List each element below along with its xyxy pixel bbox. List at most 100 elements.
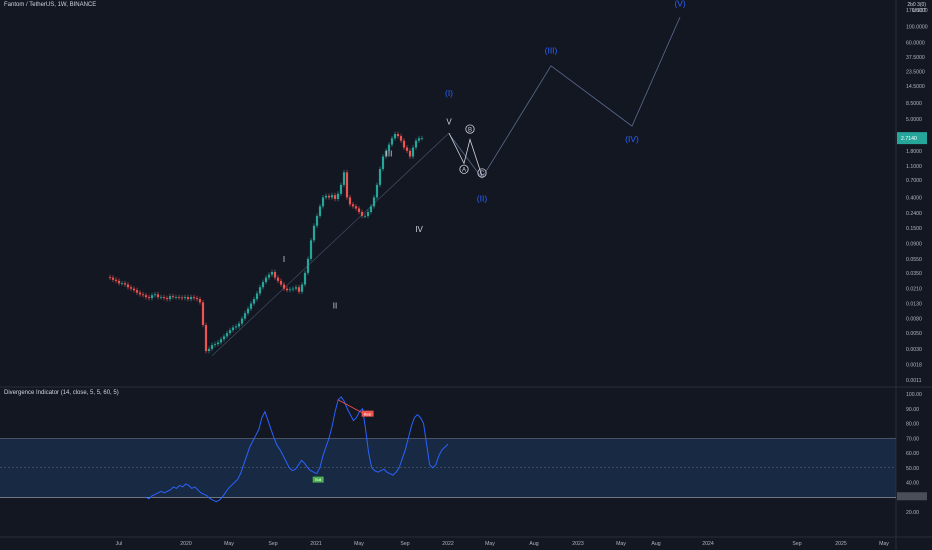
candle-body	[333, 195, 337, 200]
wave-label: II	[333, 302, 337, 311]
price-tick-label: 0.0080	[906, 317, 922, 323]
axis-unit-top: 2b0 3(0)	[907, 2, 926, 8]
candle-body	[210, 345, 214, 349]
indicator-tick-label: 90.00	[906, 407, 919, 413]
candle-body	[315, 215, 319, 226]
wave-label: (I)	[445, 88, 453, 98]
candle-body	[171, 296, 175, 298]
indicator-title: Divergence Indicator (14, close, 5, 5, 6…	[4, 390, 119, 396]
last-price-badge-text: 2.7140	[901, 136, 917, 142]
abc-correction-line	[448, 132, 483, 177]
candle-body	[270, 271, 274, 275]
candle-body	[141, 294, 145, 296]
candle-body	[246, 308, 250, 314]
indicator-tick-label: 50.00	[906, 466, 919, 472]
time-tick-label: May	[354, 541, 364, 547]
candle-body	[327, 195, 331, 198]
candle-body	[156, 294, 160, 298]
candle-body	[417, 138, 421, 141]
wave-label: (V)	[674, 0, 686, 9]
candle-body	[132, 288, 136, 291]
candle-body	[222, 336, 226, 340]
candle-body	[234, 326, 238, 328]
time-tick-label: May	[616, 541, 626, 547]
candle-body	[216, 342, 220, 345]
candle-body	[120, 283, 124, 285]
candle-body	[369, 206, 373, 212]
candle-body	[126, 284, 130, 288]
wave-label: I	[283, 255, 285, 264]
candle-body	[402, 140, 406, 148]
candle-body	[162, 297, 166, 299]
candle-body	[231, 327, 235, 331]
price-tick-label: 100.0000	[906, 24, 928, 30]
indicator-tick-label: 80.00	[906, 422, 919, 428]
price-tick-label: 170.0000	[906, 8, 928, 14]
candle-body	[144, 295, 148, 298]
price-tick-label: 0.7000	[906, 178, 922, 184]
axis-unit-label: USDT	[912, 8, 926, 14]
indicator-tick-label: 60.00	[906, 451, 919, 457]
candle-body	[378, 169, 382, 185]
candle-body	[150, 295, 154, 299]
candle-body	[213, 344, 217, 346]
time-tick-label: Jul	[116, 541, 123, 547]
price-tick-label: 14.5000	[906, 84, 925, 90]
candle-body	[309, 240, 313, 259]
wave-label: (II)	[477, 194, 488, 204]
time-tick-label: May	[879, 541, 889, 547]
candle-body	[306, 258, 310, 273]
wave-label-circle	[465, 124, 475, 134]
time-tick-label: Sep	[400, 541, 409, 547]
candle-body	[366, 211, 370, 216]
candle-body	[180, 297, 184, 299]
indicator-line	[145, 396, 449, 503]
candle-body	[300, 284, 304, 292]
candle-body	[372, 197, 376, 207]
candle-body	[360, 211, 364, 216]
candle-body	[279, 280, 283, 285]
time-tick-label: Sep	[268, 541, 277, 547]
price-tick-label: 0.0130	[906, 302, 922, 308]
time-tick-label: Aug	[529, 541, 538, 547]
candle-body	[267, 274, 271, 278]
candle-body	[243, 313, 247, 319]
candle-body	[345, 172, 349, 198]
candle-body	[381, 156, 385, 170]
wave-label-b: B	[468, 127, 472, 133]
wave-label: (IV)	[625, 134, 639, 144]
indicator-value-badge	[897, 492, 927, 501]
candle-body	[339, 184, 343, 194]
price-tick-label: 0.0011	[906, 378, 922, 384]
candle-body	[411, 147, 415, 157]
bear-label-box	[361, 410, 374, 417]
time-tick-label: 2023	[572, 541, 584, 547]
candle-body	[177, 297, 181, 298]
candle-body	[321, 197, 325, 207]
candle-body	[165, 298, 169, 300]
candle-body	[405, 147, 409, 151]
candle-body	[198, 299, 202, 303]
chart-title: Fantom / TetherUS, 1W, BINANCE	[4, 2, 97, 8]
price-tick-label: 0.0210	[906, 287, 922, 293]
candle-body	[318, 206, 322, 216]
price-tick-label: 0.0018	[906, 363, 922, 369]
bull-label-box	[312, 476, 324, 483]
bull-label: Bull	[315, 478, 321, 482]
candle-body	[414, 140, 418, 148]
candle-body	[354, 206, 358, 209]
candle-body	[117, 280, 121, 284]
wave-label: III	[386, 149, 393, 158]
candle-body	[201, 302, 205, 325]
candle-body	[174, 297, 178, 298]
candle-body	[399, 136, 403, 141]
candle-body	[375, 184, 379, 198]
time-tick-label: 2020	[180, 541, 192, 547]
time-tick-label: 2024	[702, 541, 714, 547]
candle-body	[168, 296, 172, 300]
time-tick-label: 2025	[835, 541, 847, 547]
price-tick-label: 0.0030	[906, 347, 922, 353]
candle-body	[363, 215, 367, 217]
